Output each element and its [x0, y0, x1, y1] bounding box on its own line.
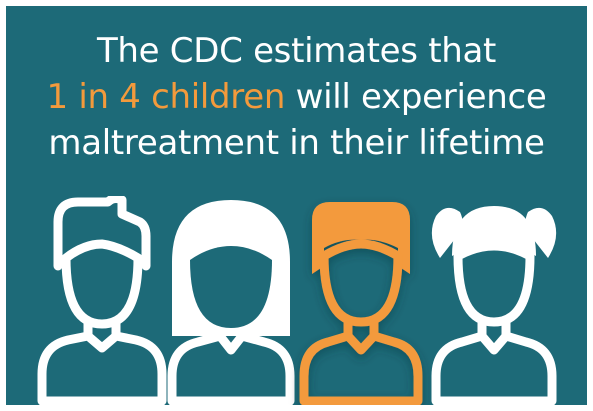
boy-highlighted-icon [299, 202, 423, 405]
headline-line-1: The CDC estimates that [96, 31, 497, 71]
headline-line-2-rest: will experience [285, 77, 547, 117]
headline-line-2: 1 in 4 children will experience [6, 74, 587, 120]
infographic-card: The CDC estimates that 1 in 4 children w… [6, 6, 587, 405]
headline-highlight: 1 in 4 children [46, 77, 286, 117]
headline: The CDC estimates that 1 in 4 children w… [6, 28, 587, 166]
girl-pigtails-icon [431, 206, 557, 405]
children-illustration [37, 196, 557, 405]
girl-long-hair-icon [167, 200, 295, 405]
headline-line-3: maltreatment in their lifetime [48, 123, 545, 163]
boy-icon [37, 196, 167, 405]
